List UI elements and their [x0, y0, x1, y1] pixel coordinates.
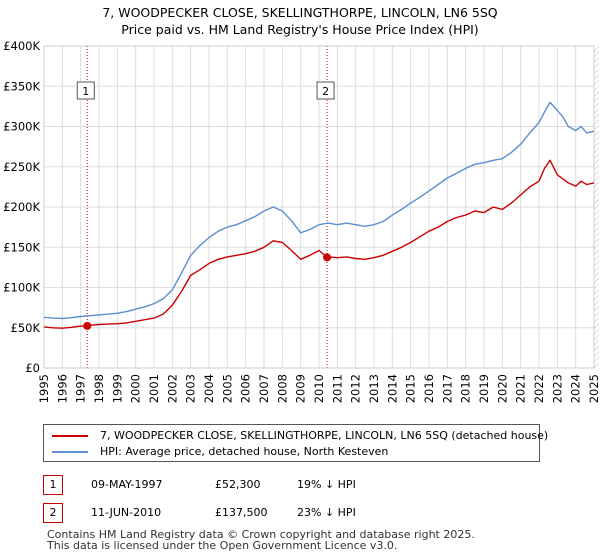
y-tick-label: £350K [3, 79, 40, 93]
legend-swatch-hpi [52, 451, 88, 453]
x-tick-label: 2019 [477, 374, 491, 403]
x-tick-label: 2024 [569, 374, 583, 403]
x-tick-label: 1995 [37, 374, 51, 403]
x-tick-label: 1997 [74, 374, 88, 403]
x-tick-label: 2020 [495, 374, 509, 403]
chart-title: 7, WOODPECKER CLOSE, SKELLINGTHORPE, LIN… [0, 4, 600, 38]
y-tick-label: £0 [25, 361, 40, 375]
sale-label: 2 [322, 85, 329, 98]
footer-line-2: This data is licensed under the Open Gov… [47, 539, 398, 552]
x-tick-label: 2016 [422, 374, 436, 403]
y-tick-label: £250K [3, 160, 40, 174]
x-tick-label: 2004 [202, 374, 216, 403]
x-tick-label: 1999 [110, 374, 124, 403]
x-tick-label: 2023 [550, 374, 564, 403]
x-tick-label: 2014 [385, 374, 399, 403]
x-tick-label: 2022 [532, 374, 546, 403]
title-line-2: Price paid vs. HM Land Registry's House … [121, 22, 479, 37]
legend-swatch-property [52, 435, 88, 437]
x-tick-label: 2011 [330, 374, 344, 403]
sale-point-marker [323, 253, 332, 262]
title-line-1: 7, WOODPECKER CLOSE, SKELLINGTHORPE, LIN… [102, 5, 498, 20]
x-tick-label: 2018 [459, 374, 473, 403]
x-tick-label: 1998 [92, 374, 106, 403]
footer-line-1: Contains HM Land Registry data © Crown c… [47, 528, 475, 541]
sale-point-marker [83, 321, 92, 330]
price-chart: £0 £50K £100K £150K £200K £250K £300K £350K £400… [3, 39, 600, 403]
y-tick-label: £150K [3, 240, 40, 254]
x-tick-label: 2002 [165, 374, 179, 403]
x-tick-label: 2010 [312, 374, 326, 403]
legend: 7, WOODPECKER CLOSE, SKELLINGTHORPE, LIN… [43, 424, 548, 462]
transaction-hpi-diff: 19% ↓ HPI [297, 478, 356, 491]
x-tick-label: 2005 [220, 374, 234, 403]
y-tick-label: £300K [3, 120, 40, 134]
y-tick-label: £50K [11, 321, 41, 335]
y-tick-label: £400K [3, 39, 40, 53]
sale-label-box [76, 81, 95, 100]
transaction-badge: 1 [43, 475, 63, 495]
sale-label: 1 [82, 85, 89, 98]
transaction-date: 09-MAY-1997 [91, 478, 163, 491]
transaction-badge: 2 [43, 503, 63, 523]
y-tick-label: £100K [3, 281, 40, 295]
transaction-price: £137,500 [215, 506, 268, 519]
x-tick-label: 2007 [257, 374, 271, 403]
transaction-price: £52,300 [215, 478, 261, 491]
x-tick-label: 1996 [55, 374, 69, 403]
forecast-hatch-region [594, 46, 599, 368]
y-tick-label: £200K [3, 200, 40, 214]
x-tick-label: 2000 [129, 374, 143, 403]
x-tick-label: 2013 [367, 374, 381, 403]
x-tick-label: 2012 [349, 374, 363, 403]
transaction-hpi-diff: 23% ↓ HPI [297, 506, 356, 519]
plot-frame [43, 45, 595, 369]
x-tick-label: 2001 [147, 374, 161, 403]
x-tick-label: 2008 [275, 374, 289, 403]
footer: Contains HM Land Registry data © Crown c… [47, 529, 475, 551]
x-tick-label: 2006 [239, 374, 253, 403]
sale-label-box [316, 81, 335, 100]
x-tick-label: 2021 [514, 374, 528, 403]
hpi-line [43, 101, 595, 320]
x-tick-label: 2017 [440, 374, 454, 403]
x-tick-label: 2003 [184, 374, 198, 403]
x-tick-label: 2025 [587, 374, 600, 403]
x-tick-label: 2009 [294, 374, 308, 403]
legend-label-property: 7, WOODPECKER CLOSE, SKELLINGTHORPE, LIN… [100, 429, 549, 442]
transaction-date: 11-JUN-2010 [91, 506, 162, 519]
legend-label-hpi: HPI: Average price, detached house, Nort… [100, 445, 389, 458]
x-tick-label: 2015 [404, 374, 418, 403]
